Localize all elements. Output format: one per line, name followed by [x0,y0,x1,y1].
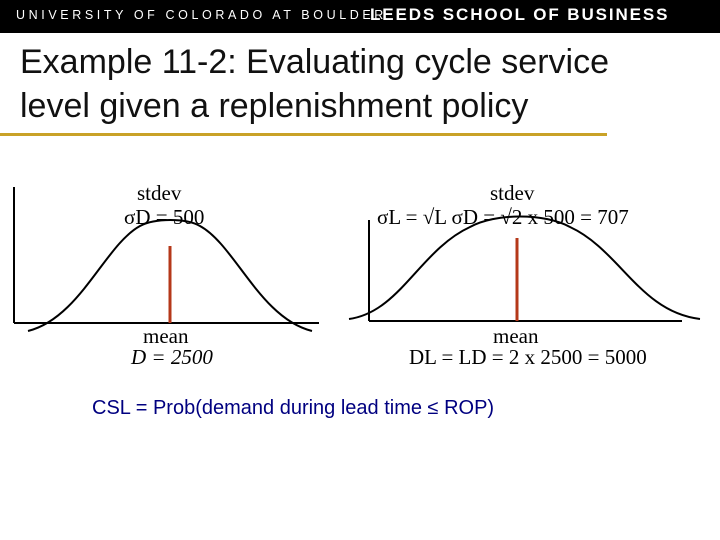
left-normal-curve [27,219,313,332]
title-underline [0,133,607,136]
title-line-1: Example 11-2: Evaluating cycle service [20,43,609,81]
csl-formula: CSL = Prob(demand during lead time ≤ ROP… [92,397,495,419]
right-mean-label: mean [493,324,539,348]
right-stdev-label: stdev [490,181,535,205]
title-line-2: level given a replenishment policy [20,87,529,125]
left-sigma-expression: σD = 500 [124,205,205,229]
university-name: UNIVERSITY OF COLORADO AT BOULDER [16,8,387,22]
school-name: LEEDS SCHOOL OF BUSINESS [370,5,670,24]
right-mean-expression: DL = LD = 2 x 2500 = 5000 [409,345,647,369]
left-stdev-label: stdev [137,181,182,205]
right-normal-curve [348,215,701,320]
right-sigma-expression: σL = √L σD = √2 x 500 = 707 [377,205,629,229]
left-mean-label: mean [143,324,189,348]
left-mean-expression: D = 2500 [131,345,213,369]
slide-title: Example 11-2: Evaluating cycle service l… [20,40,700,128]
header-bar: UNIVERSITY OF COLORADO AT BOULDER LEEDS … [0,0,720,33]
